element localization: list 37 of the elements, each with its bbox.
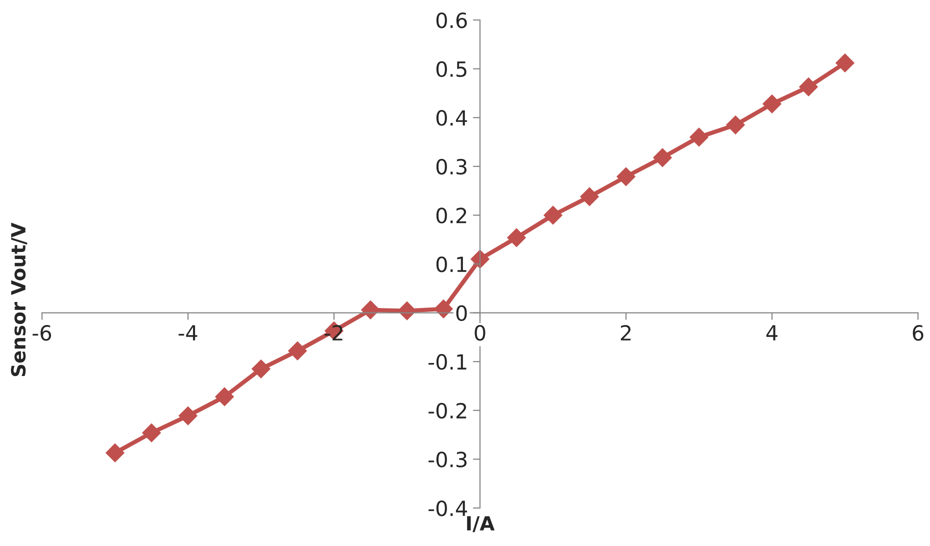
point (507, 228, 526, 248)
y-tick-label: 0.3 (436, 158, 467, 175)
x-tick-label: -4 (178, 325, 198, 340)
point (470, 250, 490, 268)
y-tick-label: 0.4 (436, 110, 468, 126)
x-tick-label: 4 (766, 325, 778, 340)
point (836, 54, 854, 72)
y-tick-label: 0.5 (436, 61, 466, 78)
y-tick-label: 0.6 (436, 12, 467, 28)
point (616, 167, 636, 186)
y-tick-label: 0.2 (436, 208, 466, 224)
point (726, 116, 745, 134)
point (215, 387, 234, 406)
y-tick-label: -0.4 (428, 500, 468, 516)
x-axis-title: I/A (467, 516, 495, 532)
point (799, 77, 818, 96)
point (106, 443, 124, 462)
point (434, 300, 453, 318)
y-axis-title: Sensor Vout/V (10, 222, 28, 376)
point (580, 187, 599, 206)
y-tick-label: 0 (456, 305, 467, 322)
point (178, 406, 198, 426)
point (653, 148, 672, 167)
point (142, 423, 161, 442)
point (544, 206, 562, 225)
x-tick-label: -6 (32, 324, 52, 341)
y-tick-label: 0.1 (436, 256, 466, 272)
point (288, 342, 307, 360)
x-tick-label: 0 (474, 324, 486, 341)
y-tick-label: -0.1 (428, 354, 466, 370)
point (690, 128, 708, 146)
y-tick-label: -0.2 (428, 402, 466, 419)
point (762, 94, 782, 114)
point (252, 360, 270, 378)
x-tick-label: 6 (912, 324, 924, 341)
x-tick-label: 2 (620, 324, 631, 340)
y-tick-label: -0.3 (428, 452, 467, 468)
